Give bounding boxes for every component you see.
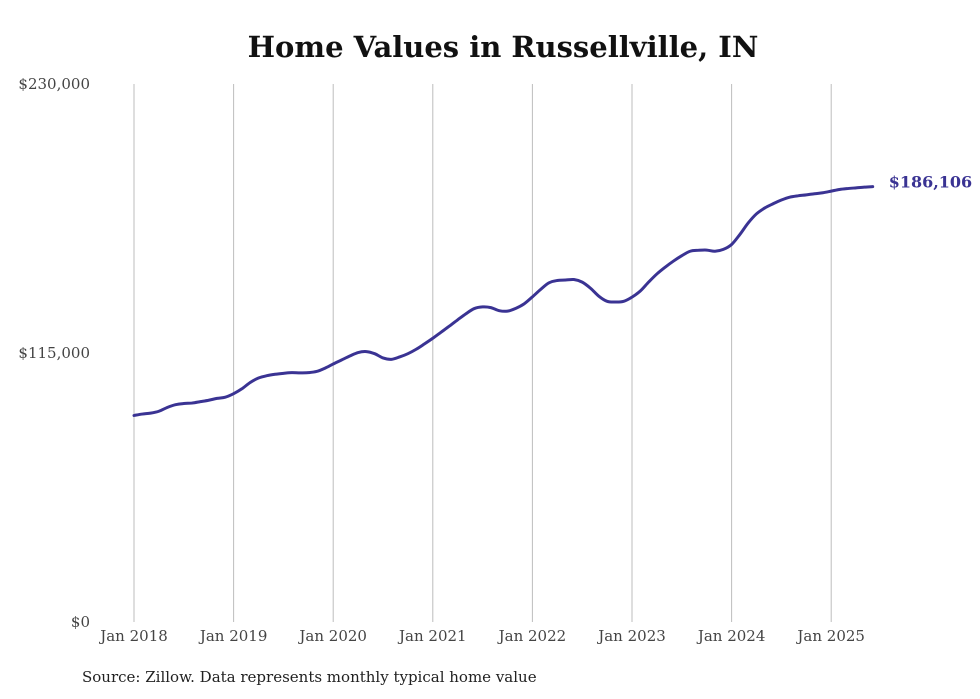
x-tick-label: Jan 2022 [497,627,567,645]
x-tick-label: Jan 2021 [397,627,467,645]
series-line [132,185,875,417]
end-value-label: $186,106 [889,173,973,192]
end-label-layer: $186,106 [889,173,973,192]
y-tick-label: $115,000 [18,344,90,362]
source-note: Source: Zillow. Data represents monthly … [82,668,537,686]
chart-title: Home Values in Russellville, IN [247,30,759,64]
x-tick-label: Jan 2024 [696,627,766,645]
x-tick-label: Jan 2023 [596,627,666,645]
x-tick-label: Jan 2025 [795,627,865,645]
series-layer [132,185,875,417]
y-axis: $0 $115,000 $230,000 [18,75,90,631]
gridlines [133,84,832,622]
x-tick-label: Jan 2020 [297,627,367,645]
x-tick-label: Jan 2018 [98,627,168,645]
y-tick-label: $0 [71,613,90,631]
x-tick-label: Jan 2019 [198,627,268,645]
y-tick-label: $230,000 [18,75,90,93]
x-axis: Jan 2018 Jan 2019 Jan 2020 Jan 2021 Jan 2022… [98,627,865,645]
